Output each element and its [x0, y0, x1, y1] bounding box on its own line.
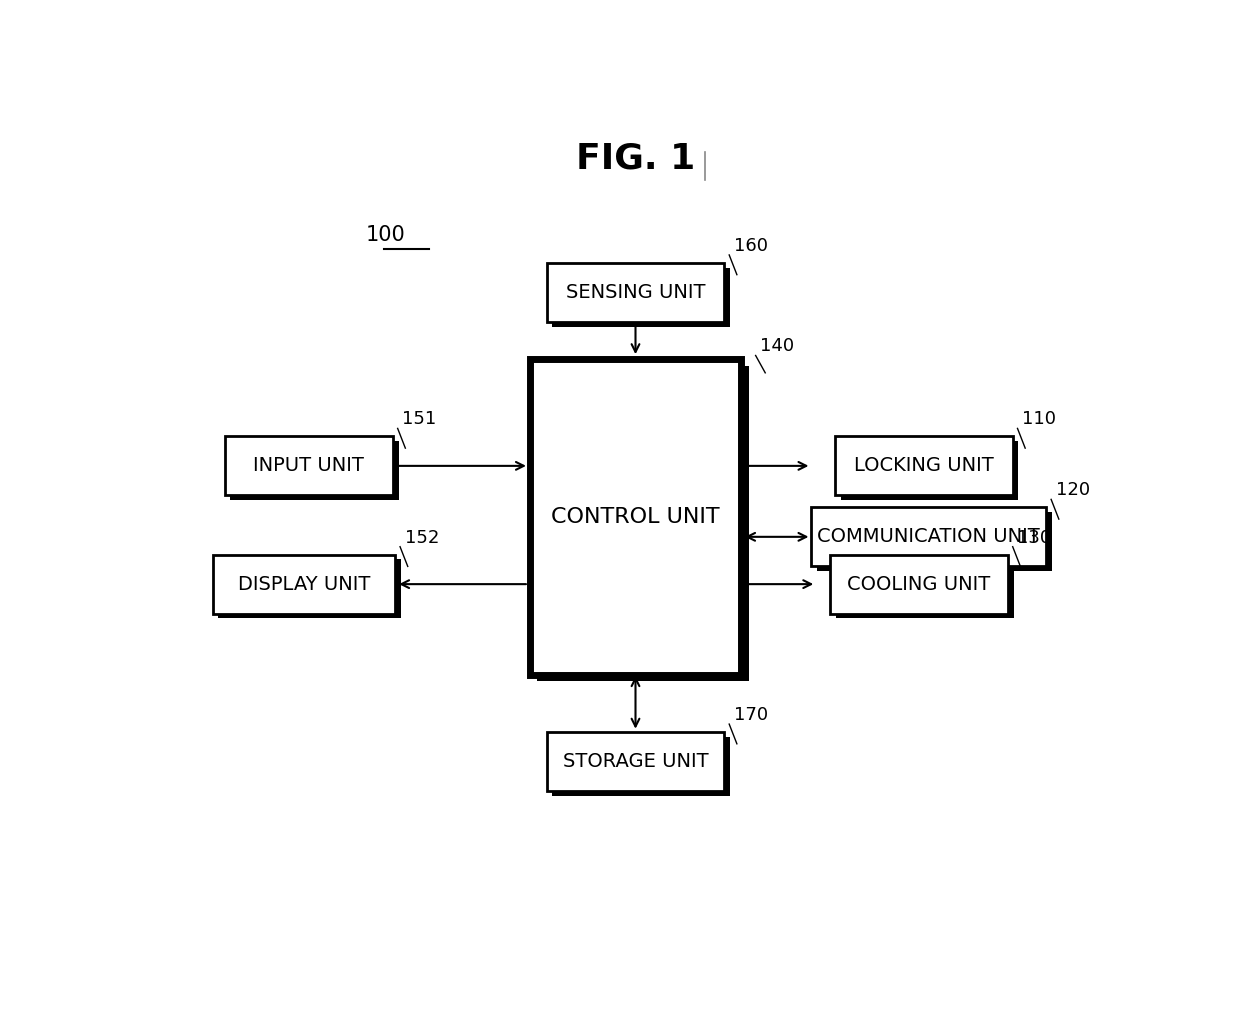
Bar: [537, 366, 749, 681]
Text: 130: 130: [1018, 528, 1052, 547]
Text: 140: 140: [760, 338, 795, 355]
Text: 152: 152: [404, 528, 439, 547]
Bar: [231, 441, 398, 500]
Text: CONTROL UNIT: CONTROL UNIT: [552, 507, 719, 527]
Text: STORAGE UNIT: STORAGE UNIT: [563, 752, 708, 771]
Text: LOCKING UNIT: LOCKING UNIT: [854, 457, 993, 475]
Text: 151: 151: [403, 411, 436, 428]
Bar: [224, 436, 393, 496]
Bar: [547, 263, 724, 322]
Bar: [213, 555, 396, 613]
Text: COOLING UNIT: COOLING UNIT: [847, 574, 991, 594]
Bar: [552, 736, 730, 796]
Bar: [552, 267, 730, 327]
Text: 120: 120: [1056, 481, 1090, 500]
Text: 110: 110: [1022, 411, 1056, 428]
Bar: [529, 359, 742, 675]
Text: COMMUNICATION UNIT: COMMUNICATION UNIT: [817, 527, 1040, 547]
Bar: [811, 507, 1047, 566]
Bar: [835, 436, 1013, 496]
Text: DISPLAY UNIT: DISPLAY UNIT: [238, 574, 371, 594]
Text: FIG. 1: FIG. 1: [575, 141, 696, 175]
Bar: [547, 732, 724, 792]
Text: 100: 100: [366, 225, 405, 245]
Bar: [218, 559, 401, 618]
Bar: [841, 441, 1018, 500]
Bar: [817, 512, 1052, 571]
Text: INPUT UNIT: INPUT UNIT: [253, 457, 365, 475]
Text: SENSING UNIT: SENSING UNIT: [565, 283, 706, 302]
Bar: [830, 555, 1008, 613]
Text: 170: 170: [734, 707, 768, 724]
Text: 160: 160: [734, 237, 768, 255]
Bar: [836, 559, 1013, 618]
